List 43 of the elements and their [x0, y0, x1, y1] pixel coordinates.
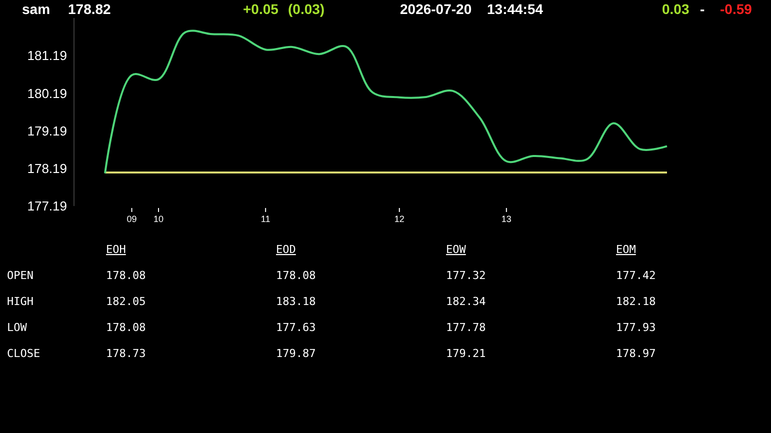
x-tick-label: 11: [260, 214, 270, 224]
text: 179.87: [276, 347, 316, 360]
text: -0.59: [720, 1, 752, 17]
category-label: OPEN: [7, 269, 34, 282]
text: 178.97: [616, 347, 656, 360]
text: 178.82: [68, 1, 112, 17]
text: 177.32: [446, 269, 486, 282]
text: 0.03: [662, 1, 690, 17]
text: 177.42: [616, 269, 656, 282]
text: 183.18: [276, 295, 316, 308]
y-tick-label: 179.19: [27, 123, 67, 138]
text: +0.05: [243, 1, 279, 17]
x-tick-label: 09: [126, 214, 137, 224]
text: (0.03): [288, 1, 325, 17]
text: 177.93: [616, 321, 656, 334]
category-label: EOH: [106, 243, 126, 256]
text: 2026-07-20: [400, 1, 472, 17]
text: 179.21: [446, 347, 486, 360]
text: 177.78: [446, 321, 486, 334]
category-label: EOW: [446, 243, 466, 256]
category-label: LOW: [7, 321, 27, 334]
text: 178.08: [106, 321, 146, 334]
x-tick-label: 10: [154, 214, 164, 224]
category-label: EOM: [616, 243, 636, 256]
text: 182.05: [106, 295, 146, 308]
y-tick-label: 180.19: [27, 86, 67, 101]
y-tick-label: 178.19: [27, 160, 67, 176]
category-label: EOD: [276, 243, 296, 256]
category-label: HIGH: [7, 295, 34, 308]
x-tick-label: 12: [394, 214, 404, 224]
text: 177.63: [276, 321, 316, 334]
text: 178.08: [276, 269, 316, 282]
text: 178.08: [106, 269, 146, 282]
text: 182.34: [446, 295, 486, 308]
text: 13:44:54: [487, 1, 544, 17]
y-tick-label: 177.19: [27, 198, 67, 214]
x-tick-label: 13: [501, 214, 512, 224]
text: 178.73: [106, 347, 146, 360]
text: -: [700, 1, 705, 17]
y-tick-label: 181.19: [27, 48, 67, 64]
text: 182.18: [616, 295, 656, 308]
category-label: CLOSE: [7, 347, 40, 360]
chart-title: sam: [22, 1, 50, 17]
